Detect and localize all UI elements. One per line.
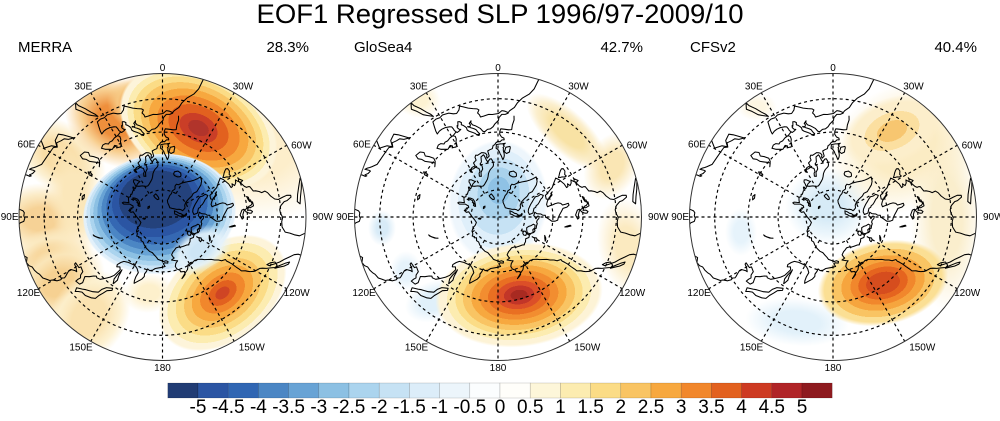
svg-text:30W: 30W: [903, 81, 924, 92]
svg-text:30W: 30W: [568, 81, 589, 92]
svg-text:90W: 90W: [313, 212, 334, 223]
svg-text:-1.5: -1.5: [393, 397, 426, 416]
svg-text:28.3%: 28.3%: [266, 39, 309, 56]
svg-text:GloSea4: GloSea4: [354, 39, 412, 56]
svg-text:30E: 30E: [745, 81, 763, 92]
svg-text:150W: 150W: [239, 343, 266, 354]
svg-text:-3: -3: [310, 397, 327, 416]
svg-text:-2: -2: [371, 397, 388, 416]
svg-text:2.5: 2.5: [638, 397, 664, 416]
svg-text:4: 4: [736, 397, 747, 416]
svg-text:42.7%: 42.7%: [600, 39, 643, 56]
svg-text:180: 180: [154, 363, 171, 374]
svg-text:-4.5: -4.5: [212, 397, 245, 416]
svg-text:120W: 120W: [954, 288, 981, 299]
svg-text:MERRA: MERRA: [18, 39, 72, 56]
svg-text:120W: 120W: [619, 288, 646, 299]
svg-text:90W: 90W: [648, 212, 669, 223]
svg-text:-1: -1: [431, 397, 448, 416]
svg-text:150W: 150W: [909, 343, 936, 354]
svg-text:0: 0: [160, 63, 166, 74]
svg-text:90E: 90E: [1, 212, 19, 223]
svg-text:5: 5: [797, 397, 808, 416]
svg-text:4.5: 4.5: [759, 397, 785, 416]
svg-text:-4: -4: [250, 397, 267, 416]
svg-text:CFSv2: CFSv2: [690, 39, 736, 56]
svg-text:EOF1 Regressed SLP 1996/97-200: EOF1 Regressed SLP 1996/97-2009/10: [257, 0, 744, 29]
svg-text:40.4%: 40.4%: [934, 39, 977, 56]
svg-text:1.5: 1.5: [577, 397, 603, 416]
svg-text:-0.5: -0.5: [453, 397, 486, 416]
svg-text:90E: 90E: [336, 212, 354, 223]
svg-text:150E: 150E: [740, 343, 764, 354]
svg-text:0.5: 0.5: [517, 397, 543, 416]
svg-text:180: 180: [825, 363, 842, 374]
svg-text:2: 2: [616, 397, 627, 416]
svg-text:3.5: 3.5: [698, 397, 724, 416]
svg-text:60W: 60W: [291, 141, 312, 152]
svg-text:-3.5: -3.5: [272, 397, 305, 416]
svg-text:3: 3: [676, 397, 687, 416]
svg-text:60W: 60W: [627, 141, 648, 152]
svg-text:0: 0: [495, 63, 501, 74]
svg-text:90E: 90E: [671, 212, 689, 223]
svg-text:30E: 30E: [74, 81, 92, 92]
svg-text:150E: 150E: [405, 343, 429, 354]
svg-text:150W: 150W: [574, 343, 601, 354]
svg-text:-2.5: -2.5: [333, 397, 366, 416]
svg-text:0: 0: [830, 63, 836, 74]
svg-text:-5: -5: [190, 397, 207, 416]
svg-text:120E: 120E: [17, 288, 41, 299]
svg-text:150E: 150E: [69, 343, 93, 354]
svg-text:180: 180: [490, 363, 507, 374]
svg-text:60E: 60E: [688, 140, 706, 151]
svg-text:30E: 30E: [410, 81, 428, 92]
svg-text:1: 1: [555, 397, 566, 416]
svg-text:120E: 120E: [352, 288, 376, 299]
svg-text:0: 0: [495, 397, 506, 416]
svg-text:60W: 60W: [962, 141, 983, 152]
svg-text:60E: 60E: [353, 140, 371, 151]
svg-text:30W: 30W: [233, 81, 254, 92]
svg-text:120W: 120W: [284, 288, 311, 299]
svg-text:60E: 60E: [18, 140, 36, 151]
svg-text:90W: 90W: [983, 212, 1000, 223]
svg-text:120E: 120E: [687, 288, 711, 299]
